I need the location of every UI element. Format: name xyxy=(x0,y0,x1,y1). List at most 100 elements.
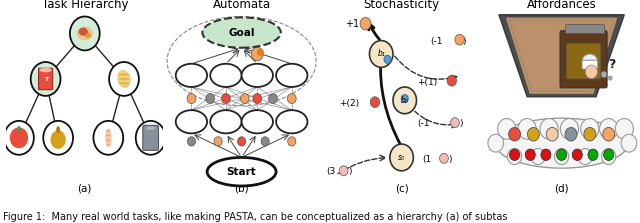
FancyBboxPatch shape xyxy=(582,60,598,69)
Circle shape xyxy=(602,149,616,165)
Circle shape xyxy=(253,94,262,103)
Circle shape xyxy=(360,17,371,30)
FancyBboxPatch shape xyxy=(566,43,601,79)
Circle shape xyxy=(252,47,263,61)
Circle shape xyxy=(561,119,579,139)
Text: (a): (a) xyxy=(77,183,92,193)
Circle shape xyxy=(4,121,34,155)
Circle shape xyxy=(601,71,607,78)
Circle shape xyxy=(600,119,618,139)
Circle shape xyxy=(188,137,195,146)
Ellipse shape xyxy=(77,27,93,40)
Text: b₁: b₁ xyxy=(377,50,385,58)
Text: (c): (c) xyxy=(395,183,408,193)
Text: Start: Start xyxy=(227,167,257,177)
Circle shape xyxy=(557,149,566,161)
Ellipse shape xyxy=(118,83,130,84)
Text: (-1: (-1 xyxy=(430,37,442,46)
Circle shape xyxy=(369,41,393,67)
Circle shape xyxy=(572,149,582,161)
Text: Figure 1:  Many real world tasks, like making PASTA, can be conceptualized as a : Figure 1: Many real world tasks, like ma… xyxy=(3,212,508,222)
Circle shape xyxy=(554,149,569,165)
Ellipse shape xyxy=(210,110,242,133)
Ellipse shape xyxy=(106,140,111,141)
Circle shape xyxy=(509,128,520,141)
Circle shape xyxy=(393,87,417,114)
Circle shape xyxy=(440,153,449,163)
Polygon shape xyxy=(507,18,616,93)
Circle shape xyxy=(609,76,612,80)
FancyBboxPatch shape xyxy=(560,31,607,88)
Circle shape xyxy=(93,121,124,155)
Circle shape xyxy=(31,62,61,96)
Ellipse shape xyxy=(105,128,111,147)
Ellipse shape xyxy=(117,70,131,88)
Circle shape xyxy=(390,144,413,171)
FancyBboxPatch shape xyxy=(566,25,605,33)
Circle shape xyxy=(447,75,456,86)
Ellipse shape xyxy=(176,110,207,133)
Circle shape xyxy=(187,94,196,103)
Ellipse shape xyxy=(207,157,276,186)
Circle shape xyxy=(136,121,166,155)
Circle shape xyxy=(508,149,522,165)
Circle shape xyxy=(10,127,28,148)
Ellipse shape xyxy=(582,54,598,68)
Text: (1: (1 xyxy=(422,155,431,164)
FancyBboxPatch shape xyxy=(143,125,159,150)
Circle shape xyxy=(586,65,597,78)
Text: (b): (b) xyxy=(234,183,249,193)
Ellipse shape xyxy=(51,130,66,149)
Circle shape xyxy=(525,149,535,161)
Ellipse shape xyxy=(241,64,273,87)
Text: ): ) xyxy=(449,155,452,164)
Circle shape xyxy=(257,48,264,56)
Circle shape xyxy=(451,118,460,128)
Polygon shape xyxy=(499,15,624,97)
FancyBboxPatch shape xyxy=(38,68,52,90)
Ellipse shape xyxy=(106,144,111,146)
Circle shape xyxy=(621,134,637,152)
Circle shape xyxy=(269,94,277,103)
Text: ): ) xyxy=(460,119,463,128)
Title: Automata: Automata xyxy=(212,0,271,11)
Title: Stochasticity: Stochasticity xyxy=(364,0,440,11)
Circle shape xyxy=(370,97,380,107)
Ellipse shape xyxy=(146,126,156,130)
Circle shape xyxy=(578,149,592,165)
Ellipse shape xyxy=(202,17,281,48)
Ellipse shape xyxy=(276,110,307,133)
Text: T: T xyxy=(44,77,47,82)
Circle shape xyxy=(401,95,408,103)
Circle shape xyxy=(540,119,558,139)
Ellipse shape xyxy=(495,118,628,168)
Circle shape xyxy=(206,94,214,103)
Circle shape xyxy=(384,55,391,63)
Circle shape xyxy=(603,128,614,141)
Text: ?: ? xyxy=(608,58,616,71)
Circle shape xyxy=(565,128,577,141)
Text: +(2): +(2) xyxy=(339,99,359,108)
Title: Affordances: Affordances xyxy=(527,0,596,11)
Circle shape xyxy=(109,62,139,96)
Circle shape xyxy=(287,94,296,103)
Circle shape xyxy=(546,128,558,141)
Circle shape xyxy=(588,149,598,161)
Circle shape xyxy=(221,94,230,103)
Text: (-1: (-1 xyxy=(417,119,430,128)
Title: Task Hierarchy: Task Hierarchy xyxy=(42,0,128,11)
Ellipse shape xyxy=(241,110,273,133)
Ellipse shape xyxy=(176,64,207,87)
Circle shape xyxy=(509,149,520,161)
Text: ): ) xyxy=(348,167,352,176)
Text: +1: +1 xyxy=(345,19,359,29)
Circle shape xyxy=(518,119,536,139)
Circle shape xyxy=(604,149,614,161)
Circle shape xyxy=(531,149,545,165)
Circle shape xyxy=(584,128,596,141)
Circle shape xyxy=(214,137,222,146)
Text: Goal: Goal xyxy=(228,28,255,37)
Polygon shape xyxy=(511,22,612,90)
Text: (d): (d) xyxy=(554,183,569,193)
Circle shape xyxy=(237,137,246,146)
